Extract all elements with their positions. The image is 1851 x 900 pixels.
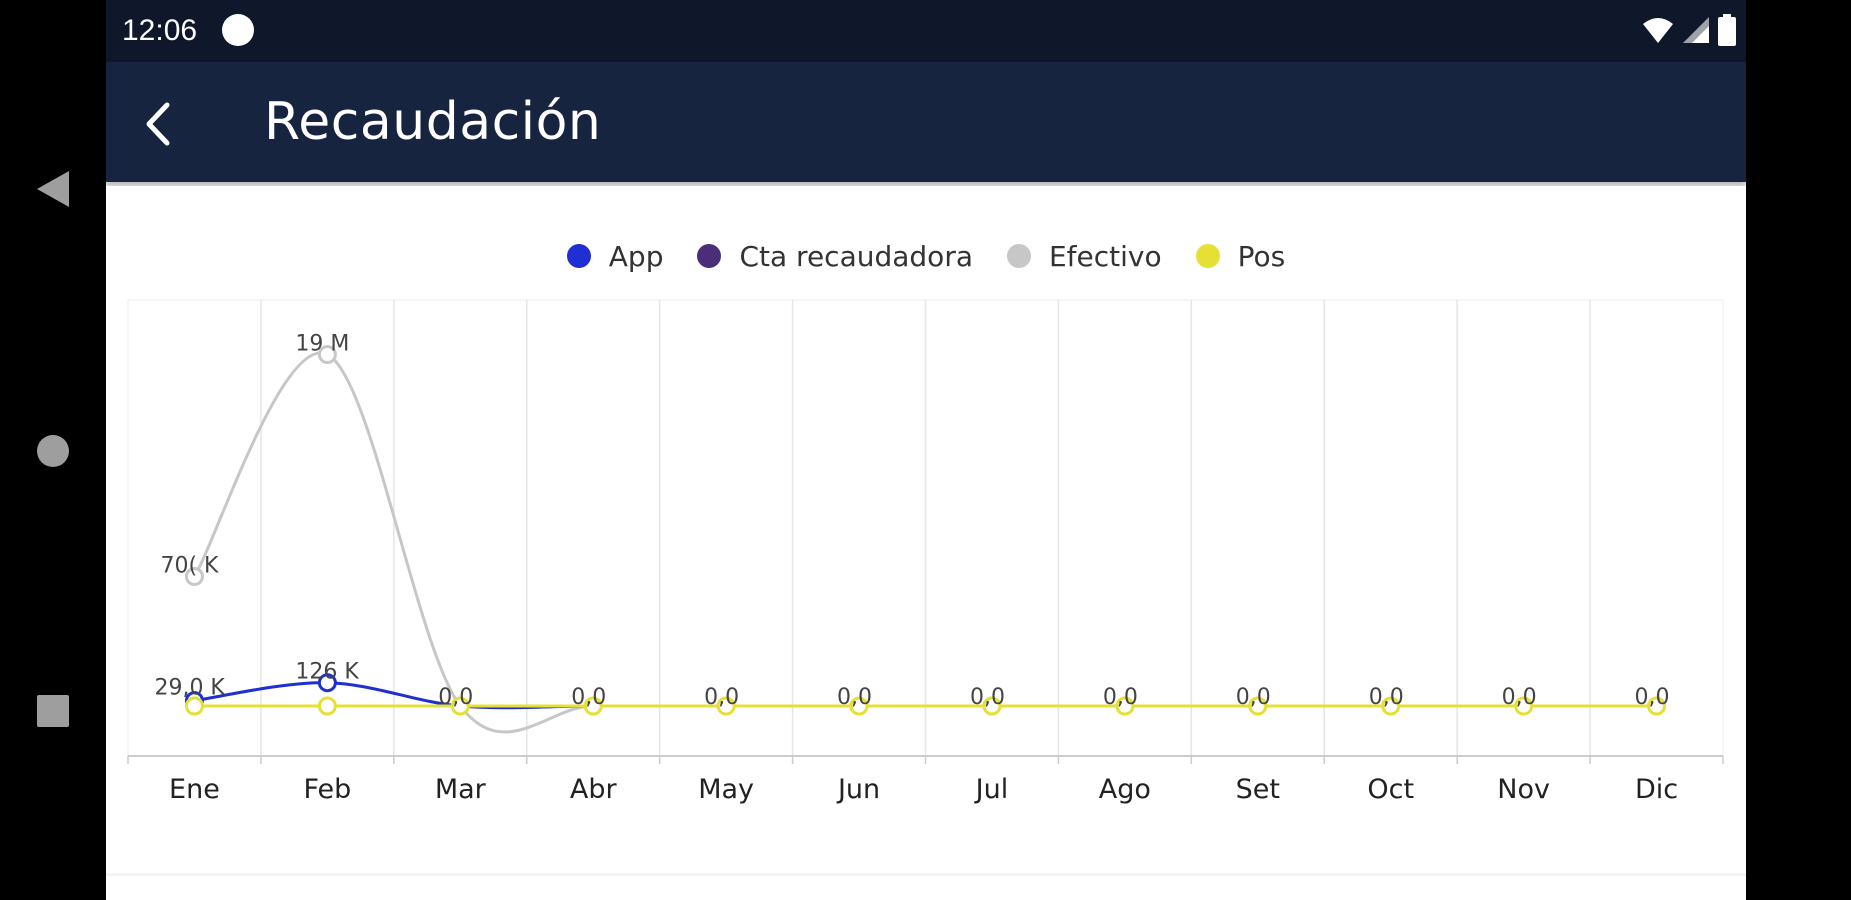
data-point-pos bbox=[583, 696, 603, 716]
battery-icon bbox=[1718, 14, 1736, 46]
data-label: 0,0 bbox=[1502, 685, 1537, 710]
data-label: 126 K bbox=[295, 660, 359, 685]
wifi-icon bbox=[1643, 18, 1673, 43]
data-point-efectivo bbox=[184, 567, 204, 586]
legend-label-app: App bbox=[608, 239, 664, 273]
data-point-pos bbox=[184, 696, 204, 716]
data-point-pos bbox=[1115, 696, 1135, 716]
chart-legend: App Cta recaudadora Efectivo Pos bbox=[106, 236, 1746, 276]
x-tick-label: Oct bbox=[1367, 774, 1414, 805]
legend-dot-cta-recaudadora bbox=[697, 244, 722, 268]
system-navigation-bar bbox=[0, 0, 106, 900]
legend-item-cta-recaudadora[interactable]: Cta recaudadora bbox=[697, 240, 973, 273]
x-tick-label: Jun bbox=[836, 774, 880, 805]
data-point-pos bbox=[317, 696, 337, 716]
phone-screen: 12:06 Recaudación App Cta recaudadora bbox=[106, 0, 1746, 900]
data-point-efectivo bbox=[317, 345, 337, 364]
status-bar: 12:06 bbox=[106, 0, 1746, 62]
legend-item-efectivo[interactable]: Efectivo bbox=[1006, 239, 1162, 273]
signal-icon bbox=[1683, 17, 1709, 43]
line-chart: 29,0 K 19 M 70( K 126 K 0,0 0,0 0,0 0,0 0,0 0,0 0,… bbox=[127, 299, 1724, 805]
data-point-pos bbox=[982, 696, 1002, 716]
x-tick-label: Dic bbox=[1635, 774, 1678, 805]
x-tick-label: Ene bbox=[169, 774, 220, 805]
data-label: 0,0 bbox=[837, 685, 872, 710]
x-tick-label: Abr bbox=[570, 774, 618, 805]
legend-label-efectivo: Efectivo bbox=[1048, 239, 1162, 273]
next-card bbox=[106, 876, 1746, 900]
x-tick-label: Nov bbox=[1497, 774, 1550, 805]
data-point-pos bbox=[1647, 696, 1667, 716]
data-point-pos bbox=[1514, 696, 1534, 716]
data-point-pos bbox=[1248, 696, 1268, 716]
right-margin bbox=[1746, 0, 1851, 900]
status-time: 12:06 bbox=[122, 14, 198, 47]
legend-label-cta-recaudadora: Cta recaudadora bbox=[739, 239, 973, 273]
data-point-app bbox=[317, 673, 337, 693]
data-label: 0,0 bbox=[704, 685, 739, 710]
data-label: 0,0 bbox=[970, 685, 1005, 710]
data-label: 0,0 bbox=[1236, 685, 1271, 710]
x-tick-label: May bbox=[698, 774, 754, 805]
legend-dot-pos bbox=[1195, 244, 1220, 268]
back-button[interactable] bbox=[130, 96, 186, 152]
data-label: 0,0 bbox=[1635, 685, 1670, 710]
chart-card: App Cta recaudadora Efectivo Pos 29,0 K 1… bbox=[106, 186, 1746, 873]
legend-dot-efectivo bbox=[1006, 244, 1031, 268]
x-tick-label: Mar bbox=[435, 774, 487, 805]
legend-item-app[interactable]: App bbox=[566, 239, 664, 273]
home-nav-icon[interactable] bbox=[30, 428, 76, 474]
x-tick-label: Feb bbox=[303, 774, 351, 805]
chevron-left-icon bbox=[146, 102, 170, 146]
data-label: 0,0 bbox=[438, 685, 473, 710]
data-point-pos bbox=[1381, 696, 1401, 716]
notification-icon bbox=[222, 14, 254, 46]
data-label: 29,0 K bbox=[154, 676, 225, 701]
page-title: Recaudación bbox=[264, 92, 602, 152]
x-tick-label: Jul bbox=[974, 774, 1009, 805]
x-tick-label: Set bbox=[1236, 774, 1280, 805]
legend-label-pos: Pos bbox=[1237, 239, 1286, 273]
back-nav-icon[interactable] bbox=[30, 166, 76, 212]
data-point-pos bbox=[716, 696, 736, 716]
x-tick-label: Ago bbox=[1099, 774, 1151, 805]
data-label: 0,0 bbox=[1369, 685, 1404, 710]
data-point-pos bbox=[450, 696, 470, 716]
data-label: 0,0 bbox=[1103, 685, 1138, 710]
status-icons bbox=[1642, 14, 1736, 46]
legend-dot-app bbox=[566, 244, 591, 268]
data-point-pos bbox=[849, 696, 869, 716]
data-label: 19 M bbox=[295, 332, 349, 357]
data-label: 70( K bbox=[160, 554, 219, 579]
legend-item-pos[interactable]: Pos bbox=[1195, 239, 1286, 273]
app-bar: Recaudación bbox=[106, 62, 1746, 182]
data-label: 0,0 bbox=[571, 685, 606, 710]
recents-nav-icon[interactable] bbox=[30, 688, 76, 734]
